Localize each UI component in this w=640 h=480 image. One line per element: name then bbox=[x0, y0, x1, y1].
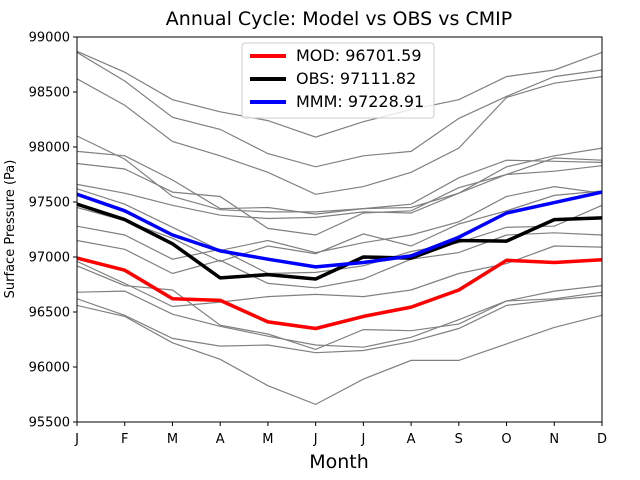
x-axis-label: Month bbox=[309, 451, 369, 473]
cmip-model-line-8 bbox=[77, 185, 602, 254]
x-tick-label: D bbox=[597, 432, 607, 447]
y-axis-label: Surface Pressure (Pa) bbox=[3, 160, 18, 299]
cmip-model-line-1 bbox=[77, 50, 602, 138]
legend-label-mod: MOD: 96701.59 bbox=[296, 46, 422, 65]
y-tick-label: 95500 bbox=[29, 416, 70, 431]
y-tick-label: 98000 bbox=[29, 141, 70, 156]
cmip-model-line-9 bbox=[77, 190, 602, 263]
cmip-model-line-13 bbox=[77, 265, 602, 351]
main-series-group bbox=[77, 190, 602, 331]
mmm-series-line bbox=[77, 190, 602, 269]
obs-series-line bbox=[77, 202, 602, 281]
x-tick-label: N bbox=[549, 432, 559, 447]
y-axis: 95500 96000 96500 97000 97500 98000 98500 99000 bbox=[29, 31, 77, 431]
y-tick-label: 98500 bbox=[29, 86, 70, 101]
x-tick-label: M bbox=[167, 432, 178, 447]
cmip-model-line-3 bbox=[77, 76, 602, 195]
x-tick-label: O bbox=[501, 432, 511, 447]
plot-area bbox=[77, 50, 602, 406]
y-tick-label: 97000 bbox=[29, 251, 70, 266]
cmip-model-line-16 bbox=[77, 304, 602, 406]
y-tick-label: 97500 bbox=[29, 196, 70, 211]
legend-frame bbox=[241, 42, 435, 119]
y-tick-label: 96500 bbox=[29, 306, 70, 321]
x-tick-label: S bbox=[455, 432, 463, 447]
cmip-model-line-11 bbox=[77, 232, 602, 289]
legend-label-mmm: MMM: 97228.91 bbox=[296, 92, 424, 111]
chart-title: Annual Cycle: Model vs OBS vs CMIP bbox=[166, 8, 512, 30]
cmip-model-line-14 bbox=[77, 285, 602, 348]
mod-series-line bbox=[77, 256, 602, 331]
cmip-model-line-7 bbox=[77, 165, 602, 220]
cmip-model-line-6 bbox=[77, 157, 602, 236]
y-tick-label: 99000 bbox=[29, 31, 70, 46]
cmip-model-line-2 bbox=[77, 51, 602, 168]
legend: MOD: 96701.59 OBS: 97111.82 MMM: 97228.9… bbox=[241, 42, 435, 119]
x-tick-label: A bbox=[216, 432, 225, 447]
x-tick-label: J bbox=[313, 432, 318, 447]
x-tick-label: J bbox=[360, 432, 365, 447]
y-tick-label: 96000 bbox=[29, 361, 70, 376]
x-tick-label: F bbox=[121, 432, 128, 447]
cmip-model-line-5 bbox=[77, 150, 602, 215]
plot-frame bbox=[76, 36, 603, 423]
cmip-model-line-4 bbox=[77, 135, 602, 213]
x-tick-label: A bbox=[407, 432, 416, 447]
cmip-model-line-15 bbox=[77, 294, 602, 354]
legend-label-obs: OBS: 97111.82 bbox=[296, 69, 416, 88]
x-tick-label: M bbox=[262, 432, 273, 447]
x-tick-label: J bbox=[74, 432, 79, 447]
